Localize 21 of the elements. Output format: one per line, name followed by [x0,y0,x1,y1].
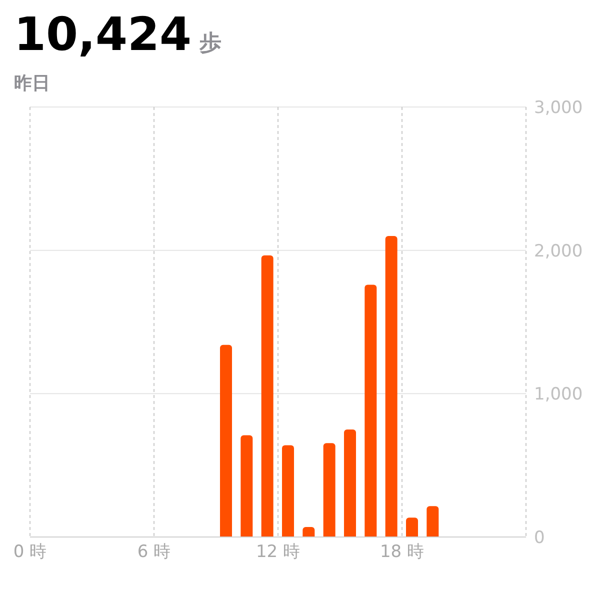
bar [282,445,294,537]
chart-subtitle: 昨日 [14,72,51,95]
bar [344,430,356,537]
y-tick-label: 2,000 [534,241,583,262]
bar [240,435,253,537]
bar [302,526,315,537]
bar [385,236,398,537]
y-tick-label: 3,000 [534,98,583,118]
bar [261,255,274,537]
bar [364,284,377,537]
bar [406,518,418,537]
bar [220,344,232,537]
y-tick-label: 0 [534,528,545,548]
x-tick-label: 6 時 [137,542,171,562]
bar [426,506,439,537]
chart-title: 10,424 歩 [14,7,222,61]
x-tick-label: 18 時 [380,542,424,562]
y-tick-label: 1,000 [534,384,583,405]
x-tick-label: 0 時 [13,542,47,562]
x-tick-label: 12 時 [256,542,300,562]
bar [323,443,336,537]
